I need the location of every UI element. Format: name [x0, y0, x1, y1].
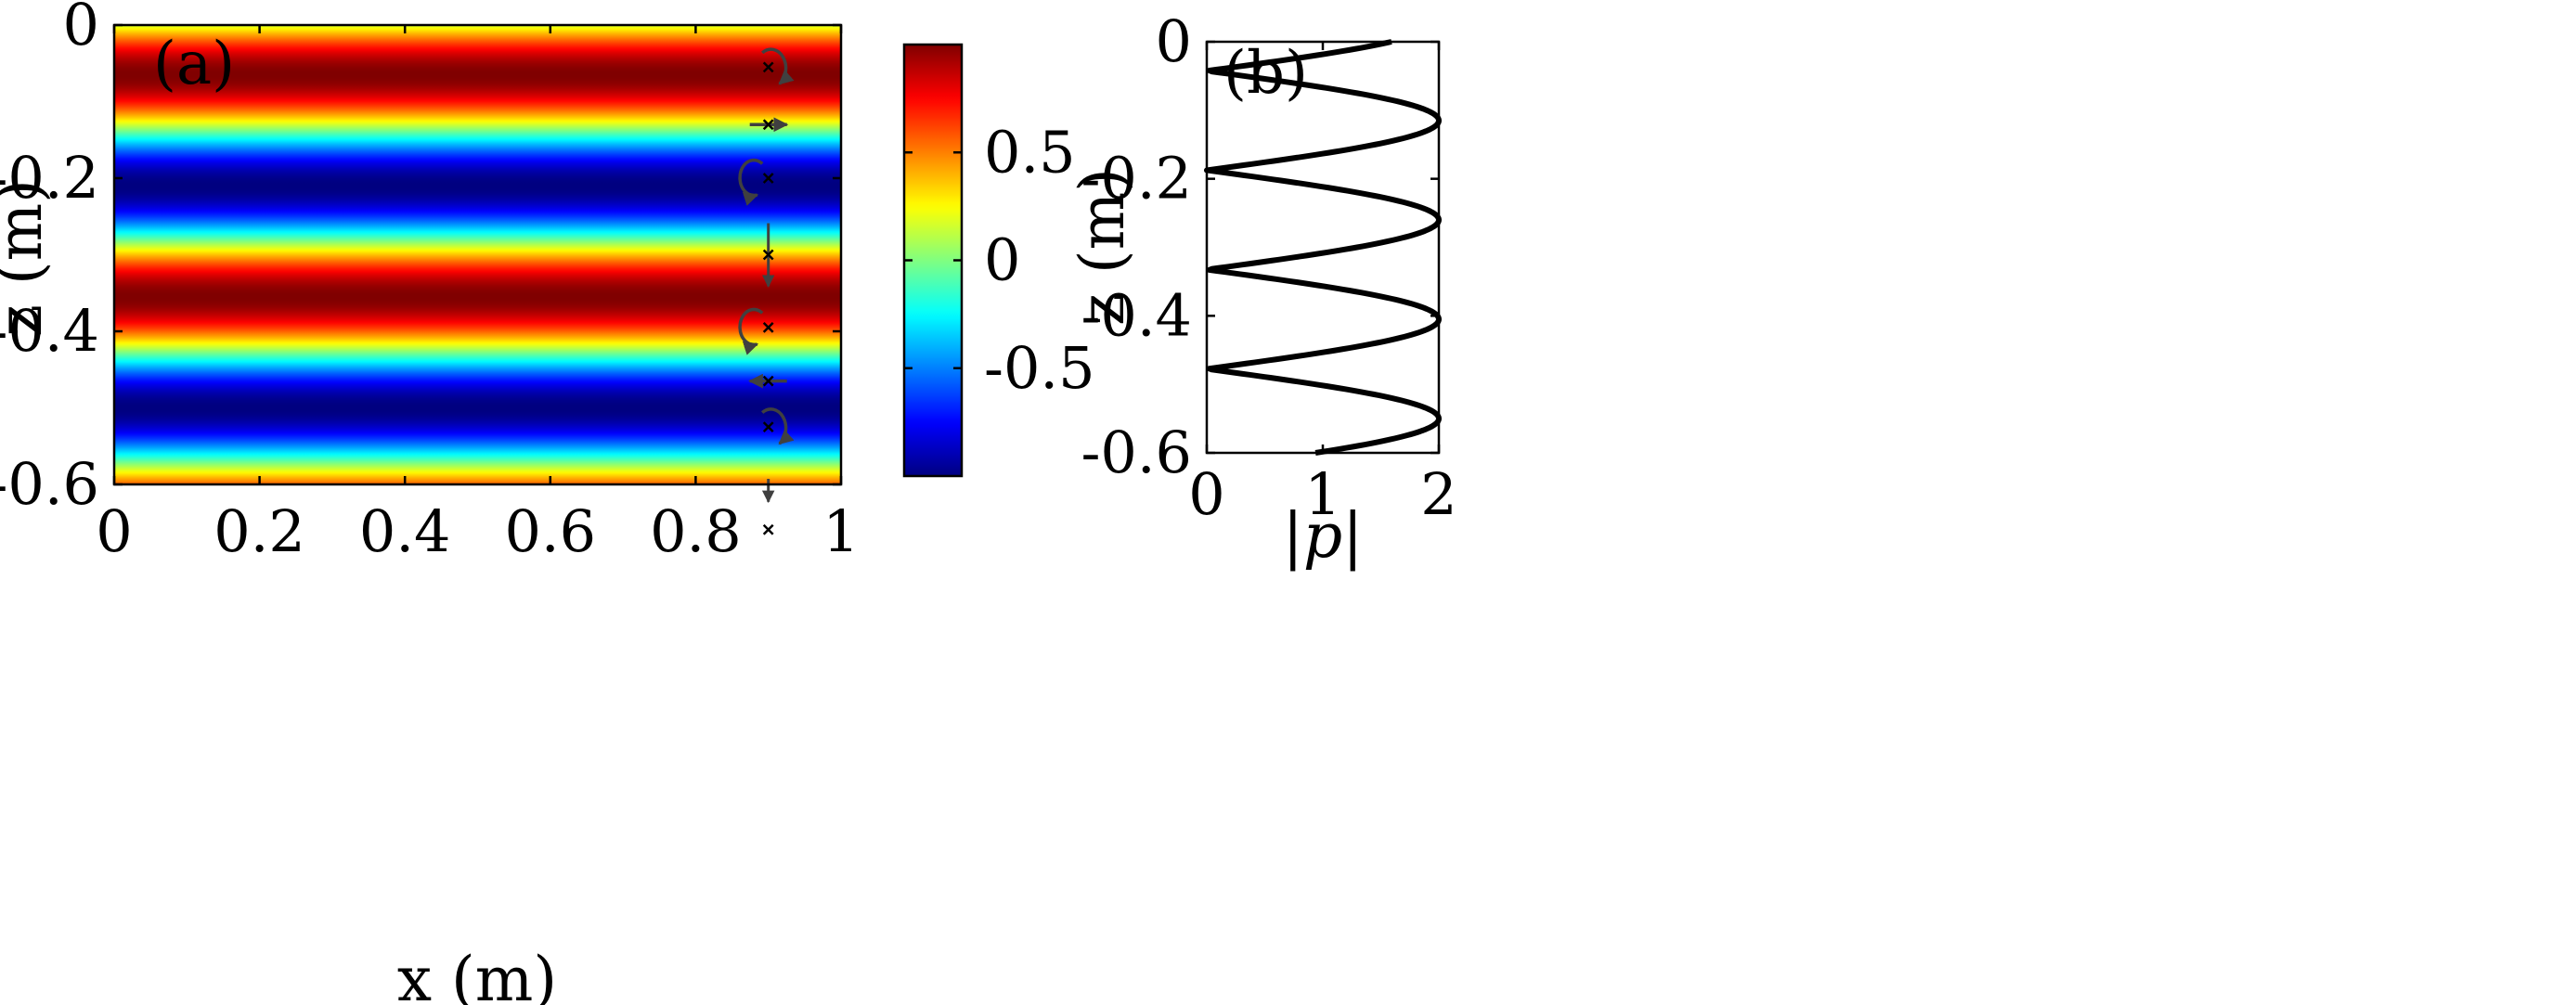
b-y-tick-label: -0.4	[1081, 281, 1192, 349]
colorbar-tick-label: 0.5	[984, 118, 1076, 186]
marker-layer	[738, 47, 795, 535]
b-x-tick-label: 2	[1420, 460, 1456, 528]
panel-a: 0 0.2 0.4 0.6 0.8 1 0 -0.2 -0.4 -0.6 (a) x (m) z…	[0, 0, 860, 1005]
marker-arrow-up	[761, 479, 775, 535]
a-x-tick-label: 0	[96, 497, 132, 565]
panel-b-y-ticks: 0 -0.2 -0.4 -0.6	[1081, 7, 1439, 486]
panel-a-x-axis-label: x (m)	[397, 944, 557, 1005]
colorbar-tick-label: 0	[984, 226, 1020, 294]
a-y-tick-label: 0	[63, 0, 99, 58]
panel-a-x-ticks: 0 0.2 0.4 0.6 0.8 1	[96, 25, 860, 565]
panel-b-x-axis-label: |p|	[1283, 500, 1364, 572]
b-y-tick-label: -0.2	[1081, 145, 1192, 213]
a-x-tick-label: 0.6	[504, 497, 596, 565]
colorbar-gradient	[904, 45, 962, 476]
b-x-tick-label: 1	[1304, 460, 1340, 528]
panel-b-y-axis-label: z (m)	[1067, 168, 1138, 326]
panel-b-label: (b)	[1223, 39, 1308, 108]
marker-rotation-counterclockwise	[738, 307, 774, 355]
a-x-tick-label: 0.2	[214, 497, 305, 565]
a-y-tick-label: -0.2	[0, 144, 99, 212]
panel-a-label: (a)	[153, 30, 235, 98]
panel-a-y-ticks: 0 -0.2 -0.4 -0.6	[0, 0, 841, 518]
p-magnitude-curve	[1204, 39, 1442, 456]
marker-arrow-right	[749, 117, 789, 133]
marker-arrow-down	[761, 223, 775, 288]
b-y-tick-label: 0	[1156, 7, 1192, 75]
b-y-tick-label: -0.6	[1081, 419, 1192, 486]
heatmap-field	[114, 25, 841, 484]
panel-b-x-ticks: 0 1 2	[1188, 42, 1457, 528]
a-x-tick-label: 0.8	[650, 497, 742, 565]
marker-rotation-clockwise	[761, 47, 795, 85]
colorbar: 0.5 0 -0.5	[902, 43, 1095, 478]
marker-rotation-clockwise	[761, 407, 795, 445]
b-x-tick-label: 0	[1188, 460, 1224, 528]
colorbar-tick-label: -0.5	[984, 334, 1095, 402]
a-x-tick-label: 1	[822, 497, 859, 565]
panel-a-y-axis-label: z (m)	[0, 179, 56, 337]
panel-b: 0 1 2 0 -0.2 -0.4 -0.6 (b) |p| z (m)	[1067, 7, 1457, 572]
marker-arrow-left	[748, 373, 787, 389]
a-x-tick-label: 0.4	[359, 497, 451, 565]
marker-rotation-counterclockwise	[738, 158, 774, 206]
a-y-tick-label: -0.6	[0, 450, 99, 518]
colorbar-ticks: 0.5 0 -0.5	[904, 118, 1095, 402]
a-y-tick-label: -0.4	[0, 297, 99, 365]
panel-a-axes-box	[112, 23, 843, 486]
